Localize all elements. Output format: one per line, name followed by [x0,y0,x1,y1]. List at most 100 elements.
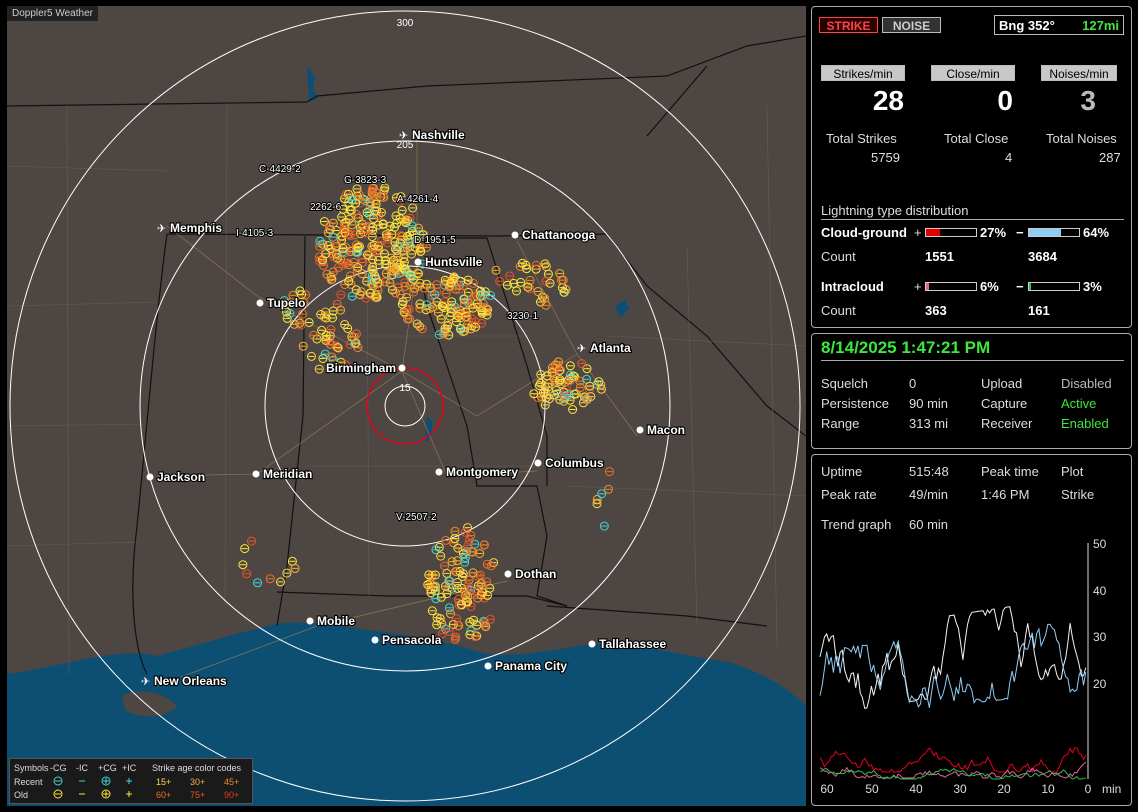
plot-value[interactable]: Strike [1061,487,1095,502]
city-label-huntsville[interactable]: Huntsville [424,254,484,270]
strike-marker [580,393,590,403]
strike-marker [353,263,363,272]
city-label-chattanooga[interactable]: Chattanooga [521,227,597,243]
ic-negative-percent: 3% [1083,279,1102,294]
storm-cell-label[interactable]: D-1951-5 [413,234,457,247]
strike-marker [463,591,473,601]
city-label-meridian[interactable]: Meridian [262,466,314,482]
legend-age-90: 90+ [224,790,240,800]
city-label-jackson[interactable]: Jackson [156,469,206,485]
strike-marker [299,298,309,308]
trend-series-ic-pos [819,761,1087,779]
city-label-columbus[interactable]: Columbus [544,455,605,471]
city-label-montgomery[interactable]: Montgomery [445,464,520,480]
datetime-divider [821,360,1124,361]
strike-marker [390,244,400,254]
strike-marker [393,252,403,262]
strike-marker [321,330,331,340]
strike-marker [405,241,415,251]
strike-marker [405,238,415,248]
strike-marker [352,184,362,194]
trend-x-unit: min [1102,782,1121,796]
strike-marker [453,311,463,321]
strike-marker [297,309,307,319]
city-label-pensacola[interactable]: Pensacola [381,632,443,648]
ic-count-label: Count [821,303,856,318]
city-label-birmingham[interactable]: Birmingham [325,360,397,376]
strike-marker [355,190,365,200]
city-label-nashville[interactable]: Nashville [411,127,466,143]
strike-marker [460,299,469,309]
strike-marker [463,523,473,533]
strike-marker [382,232,392,242]
strike-marker [437,629,447,639]
strike-marker [466,602,476,612]
strike-marker [605,467,614,477]
strike-marker [415,299,425,309]
storm-cell-label[interactable]: A-4261-4 [396,193,440,206]
city-label-panama-city[interactable]: Panama City [494,658,569,674]
strike-marker [407,226,417,236]
strike-marker [456,600,466,609]
strike-marker [317,325,327,335]
strike-marker [439,303,449,313]
strike-marker [446,308,456,318]
strike-marker [455,566,465,576]
strike-marker [582,364,592,374]
city-label-mobile[interactable]: Mobile [316,613,357,629]
legend-col-pos-ic: +IC [122,763,137,773]
cg-plus-sign: + [914,225,922,240]
strike-marker [558,275,568,285]
strike-marker [399,257,409,267]
strike-marker [585,381,595,391]
upload-value: Disabled [1061,376,1112,391]
strike-marker [451,305,461,315]
storm-cell-label[interactable]: 3230-1 [506,310,540,323]
strike-marker [465,630,475,640]
strike-marker [452,614,461,624]
storm-cell-label[interactable]: C-4429-2 [258,163,302,176]
map-canvas[interactable]: 300 205 15 ✈ Nashville✈ Memphis Chattanooga… [7,6,806,806]
county-lines [7,105,806,675]
legend-col-neg-cg: -CG [50,763,67,773]
strike-marker [541,276,551,286]
noise-tab[interactable]: NOISE [882,17,941,33]
city-label-atlanta[interactable]: Atlanta [589,340,632,356]
date-time: 8/14/2025 1:47:21 PM [821,338,991,357]
storm-cell-label[interactable]: I-4105-3 [235,227,275,240]
cg-positive-percent: 27% [980,225,1007,240]
total-noises-value: 287 [1099,150,1121,165]
trend-x-tick-20: 20 [997,782,1011,796]
strike-tab[interactable]: STRIKE [819,17,878,33]
strike-marker [431,581,440,591]
strike-marker [483,590,492,600]
storm-cell-label[interactable]: G-3823-3 [343,174,388,187]
persistence-value: 90 min [909,396,949,411]
airport-icon: ✈ [577,343,586,355]
strike-marker [326,244,336,254]
city-label-dothan[interactable]: Dothan [514,566,558,582]
strike-marker [597,489,607,499]
range-value: 313 mi [909,416,949,431]
strike-marker [319,312,329,322]
city-label-new-orleans[interactable]: New Orleans [153,673,228,689]
radar-map[interactable]: 300 205 15 ✈ Nashville ✈ Memphis Chattanooga… [7,6,806,806]
map-title: Doppler5 Weather [7,6,98,21]
strike-marker [435,614,445,624]
city-label-tupelo[interactable]: Tupelo [266,295,307,311]
city-dot-icon [252,470,260,478]
strike-marker [370,271,380,281]
total-strikes-label: Total Strikes [826,131,897,146]
city-label-tallahassee[interactable]: Tallahassee [598,636,668,652]
legend-symbols-label: Symbols [14,763,49,773]
strike-marker [326,275,336,285]
strike-marker [327,352,337,362]
strike-marker [565,376,575,385]
storm-cell-label[interactable]: V-2507-2 [395,511,438,524]
strike-marker [533,287,543,296]
total-close-label: Total Close [944,131,1009,146]
city-label-macon[interactable]: Macon [646,422,686,438]
strike-marker [412,319,422,329]
city-label-memphis[interactable]: Memphis [169,220,224,236]
storm-cell-label[interactable]: 2262-6 [309,201,343,214]
